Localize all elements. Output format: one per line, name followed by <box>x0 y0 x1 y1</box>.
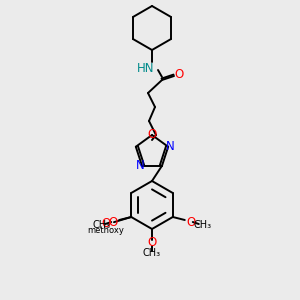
Text: CH₃: CH₃ <box>143 248 161 258</box>
Text: CH₃: CH₃ <box>92 220 110 230</box>
Text: methoxy: methoxy <box>88 226 124 235</box>
Text: O: O <box>174 68 184 82</box>
Text: O: O <box>101 217 111 230</box>
Text: N: N <box>136 159 144 172</box>
Text: O: O <box>186 215 195 229</box>
Text: N: N <box>166 140 175 153</box>
Text: O: O <box>147 236 157 248</box>
Text: CH₃: CH₃ <box>194 220 212 230</box>
Text: HN: HN <box>137 61 155 74</box>
Text: O: O <box>147 128 157 140</box>
Text: O: O <box>109 215 118 229</box>
